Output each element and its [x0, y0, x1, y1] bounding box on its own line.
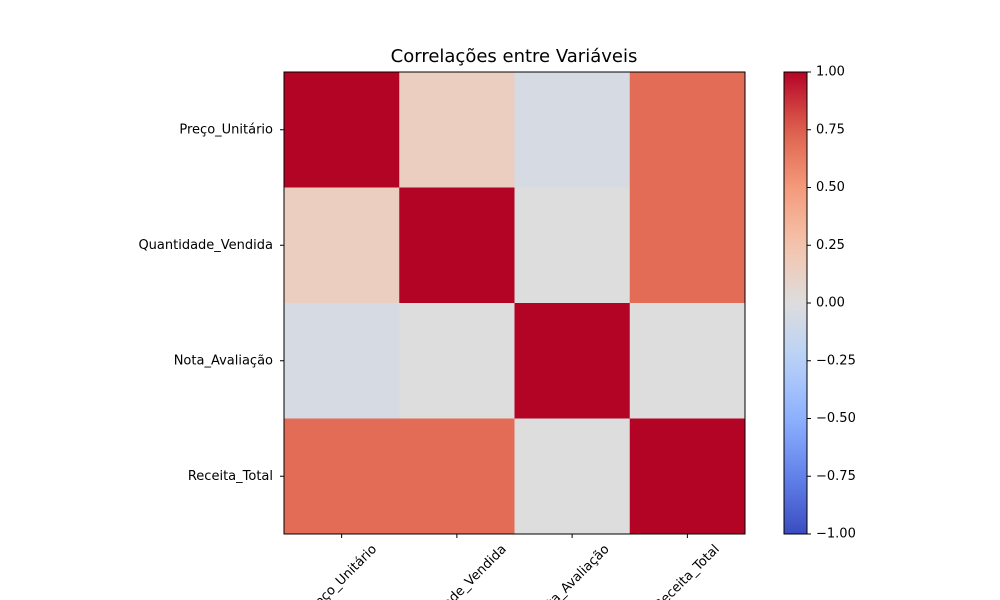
heatmap-cell — [399, 72, 515, 188]
heatmap-cell — [629, 187, 746, 304]
colorbar — [783, 71, 808, 535]
heatmap-cell — [629, 418, 746, 535]
plot-frame — [283, 71, 746, 535]
chart-title: Correlações entre Variáveis — [391, 46, 638, 67]
colorbar-tick-label: −0.25 — [816, 353, 856, 368]
heatmap-cell — [514, 303, 631, 419]
y-tick-label: Preço_Unitário — [179, 122, 273, 137]
y-tick-label: Quantidade_Vendida — [138, 238, 273, 253]
colorbar-tick-label: −1.00 — [816, 527, 856, 542]
heatmap-cell — [284, 303, 400, 419]
heatmap-cell — [284, 72, 400, 188]
x-tick-label: Preço_Unitário — [303, 542, 380, 600]
colorbar-tick-label: 0.50 — [816, 180, 845, 195]
x-tick-label: Nota_Avaliação — [532, 542, 613, 600]
y-tick-label: Receita_Total — [188, 469, 273, 484]
colorbar-tick-label: 0.00 — [816, 296, 845, 311]
heatmap-cell — [629, 72, 746, 188]
heatmap-cell — [399, 303, 515, 419]
heatmap-cell — [399, 187, 515, 304]
colorbar-tick-label: 0.25 — [816, 238, 845, 253]
y-tick-label: Nota_Avaliação — [174, 353, 273, 368]
heatmap-cell — [284, 187, 400, 304]
heatmap-cell — [284, 418, 400, 535]
heatmap-cell — [514, 72, 631, 188]
x-tick-label: Quantidade_Vendida — [404, 542, 510, 600]
x-tick-label: Receita_Total — [652, 542, 723, 600]
heatmap-cell — [629, 303, 746, 419]
heatmap-cell — [514, 418, 631, 535]
colorbar-tick-label: −0.50 — [816, 411, 856, 426]
colorbar-tick-label: 1.00 — [816, 65, 845, 80]
colorbar-tick-label: 0.75 — [816, 122, 845, 137]
colorbar-tick-label: −0.75 — [816, 469, 856, 484]
heatmap-cell — [399, 418, 515, 535]
heatmap-cell — [514, 187, 631, 304]
